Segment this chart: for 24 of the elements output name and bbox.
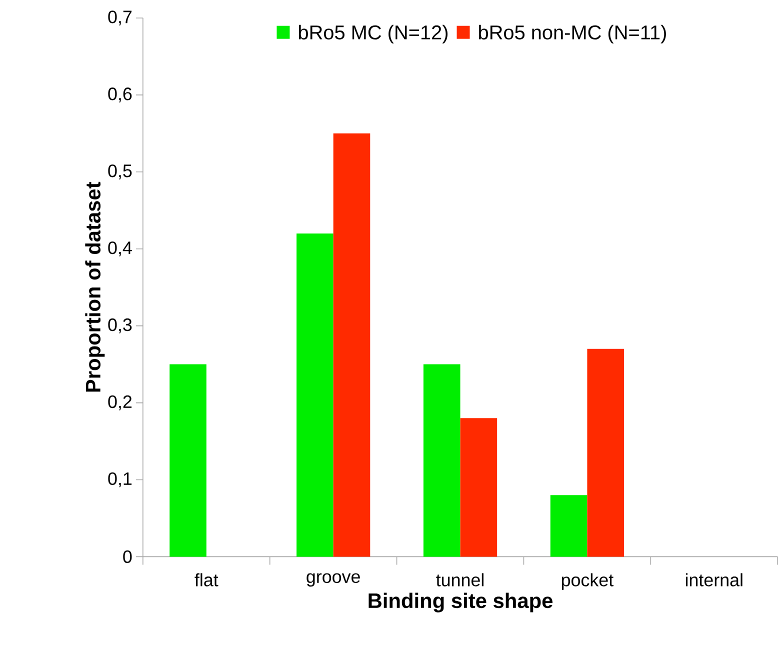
y-axis-title: Proportion of dataset xyxy=(85,182,105,392)
bar xyxy=(423,364,460,557)
y-tick-label: 0,1 xyxy=(108,472,132,488)
bar xyxy=(550,495,588,557)
legend-label: bRo5 MC (N=12) xyxy=(298,25,448,44)
y-tick-label: 0,2 xyxy=(108,396,132,410)
bar xyxy=(587,349,624,557)
x-tick-label: tunnel xyxy=(436,573,484,587)
x-tick-label: groove xyxy=(306,573,360,587)
bar xyxy=(460,418,498,557)
y-tick-label: 0,4 xyxy=(108,242,132,256)
x-tick-label: pocket xyxy=(562,573,614,590)
y-tick-label: 0,6 xyxy=(108,88,132,103)
y-tick-label: 0,3 xyxy=(108,318,132,334)
x-tick-label: flat xyxy=(194,573,218,587)
y-tick-label: 0,5 xyxy=(108,164,132,180)
legend-label: bRo5 non-MC (N=11) xyxy=(479,25,666,44)
x-tick-label: internal xyxy=(686,573,742,587)
bar xyxy=(333,134,370,557)
y-tick-label: 0 xyxy=(123,550,132,564)
bar xyxy=(170,364,206,557)
bar xyxy=(296,234,334,557)
x-axis-title: Binding site shape xyxy=(368,592,553,613)
y-tick-label: 0,7 xyxy=(108,10,132,26)
